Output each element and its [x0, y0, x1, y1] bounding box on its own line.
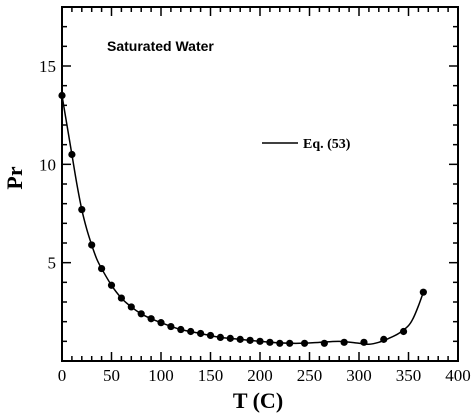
data-point: [380, 335, 388, 343]
x-tick-label: 150: [198, 366, 224, 385]
data-point: [177, 325, 185, 334]
data-point: [216, 333, 224, 341]
legend-label-eq53: Eq. (53): [303, 137, 351, 152]
data-point: [206, 331, 215, 340]
legend: Eq. (53): [262, 137, 351, 152]
tick-labels: 0 50 100 150 200 250 300 350 400 5 10 15: [39, 57, 471, 385]
y-tick-label: 15: [39, 57, 56, 76]
x-tick-label: 50: [103, 366, 120, 385]
data-point: [157, 319, 165, 327]
axis-ticks: [61, 7, 459, 361]
data-point: [167, 322, 175, 331]
data-point: [187, 327, 195, 336]
data-point: [399, 327, 408, 336]
data-point: [107, 281, 116, 289]
data-point: [256, 337, 264, 345]
x-tick-label: 300: [346, 366, 372, 385]
data-point: [127, 303, 135, 311]
data-point: [419, 288, 427, 296]
data-point: [340, 338, 348, 346]
x-tick-label: 200: [247, 366, 273, 385]
x-tick-label: 100: [148, 366, 174, 385]
data-point: [300, 339, 309, 347]
y-axis-title: Pr: [2, 166, 27, 189]
y-tick-label: 10: [39, 155, 56, 174]
x-tick-label: 400: [445, 366, 471, 385]
x-tick-label: 0: [58, 366, 67, 385]
data-point: [266, 338, 274, 346]
x-tick-label: 250: [297, 366, 323, 385]
plot-frame: [61, 6, 459, 362]
data-point: [226, 334, 234, 342]
data-points: [58, 91, 427, 347]
data-point: [320, 339, 328, 347]
data-point: [197, 329, 205, 338]
data-point: [246, 336, 254, 344]
x-tick-label: 350: [396, 366, 422, 385]
data-point: [360, 338, 368, 346]
y-tick-label: 5: [48, 254, 57, 273]
x-axis-title: T (C): [233, 388, 283, 413]
data-point: [98, 264, 106, 273]
data-point: [117, 294, 125, 302]
data-point: [68, 150, 76, 159]
data-point: [286, 339, 294, 347]
annotation-saturated-water: Saturated Water: [107, 38, 214, 54]
data-point: [88, 241, 96, 249]
data-point: [276, 339, 284, 347]
data-point: [137, 310, 145, 318]
data-point: [236, 335, 244, 343]
data-point: [147, 315, 155, 323]
data-point: [78, 205, 86, 214]
eq53-line: [61, 95, 425, 346]
